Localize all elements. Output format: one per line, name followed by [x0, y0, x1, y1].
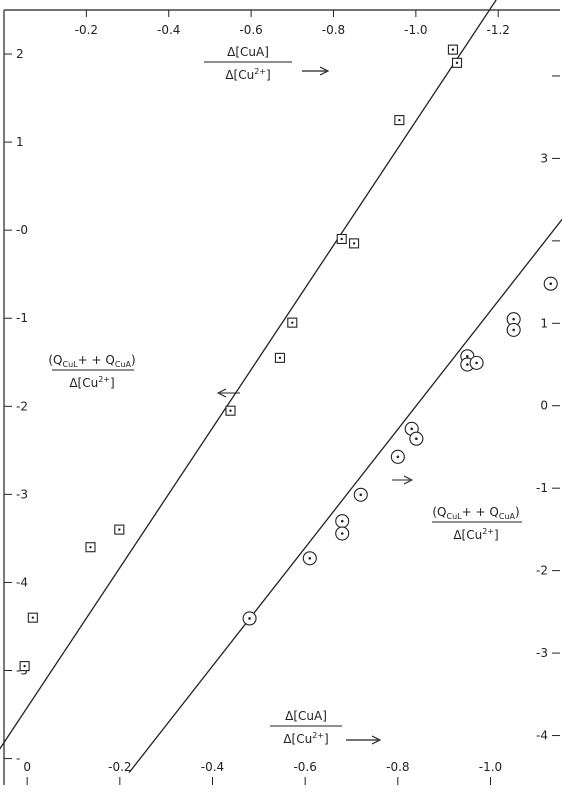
- right-y-tick-label: -1: [536, 481, 548, 495]
- left-y-tick-label: -3: [16, 487, 28, 501]
- plot-frame: [3, 9, 560, 785]
- top-x-tick-label: -0.6: [239, 23, 262, 37]
- circle-point-dot: [512, 328, 515, 332]
- right-y-tick-label: -2: [536, 564, 548, 578]
- square-point-dot: [31, 616, 35, 619]
- left-y-tick-label: -0: [16, 223, 28, 237]
- circle-point-dot: [466, 363, 469, 366]
- bottom-x-tick-label: -1.0: [479, 760, 502, 774]
- top-x-label-denominator: Δ[Cu2+]: [225, 67, 270, 82]
- left-y-tick-label: 1: [16, 135, 24, 149]
- circle-point-dot: [512, 317, 515, 321]
- square-point-dot: [398, 118, 401, 122]
- bottom-x-tick-label: -0.2: [108, 760, 131, 774]
- top-x-tick-label: -1.0: [404, 23, 427, 37]
- right-y-arrow-head: [403, 475, 414, 485]
- circle-point-dot: [415, 437, 418, 441]
- circle-point-dot: [410, 427, 414, 431]
- right-y-axis-label: (QCuL+ + QCuA) Δ[Cu2+]: [392, 475, 522, 542]
- bottom-x-tick-label: 0: [23, 760, 31, 774]
- square-point-dot: [291, 321, 294, 324]
- square-point-dot: [118, 528, 121, 531]
- bottom-x-axis-label: Δ[CuA] Δ[Cu2+]: [270, 709, 382, 746]
- top-x-arrow-head: [319, 66, 330, 76]
- bottom-x-ticks: 0 -0.2 -0.4 -0.6 -0.8 -1.0: [23, 760, 502, 785]
- left-y-label-denominator: Δ[Cu2+]: [69, 375, 114, 390]
- fit-line-circles: [128, 218, 562, 774]
- data-markers: [19, 44, 558, 672]
- fit-lines: [0, 0, 562, 774]
- left-y-tick-label: -1: [16, 311, 28, 325]
- square-point-dot: [23, 664, 26, 668]
- bottom-x-label-denominator: Δ[Cu2+]: [283, 731, 328, 746]
- left-y-tick-label: -: [16, 752, 20, 766]
- left-y-label-numerator: (QCuL+ + QCuA): [48, 353, 135, 369]
- left-y-ticks: 21-0-1-2-3-4-5-: [4, 47, 28, 766]
- right-y-tick-label: 0: [540, 399, 548, 413]
- circle-point-dot: [475, 361, 478, 365]
- left-y-tick-label: -2: [16, 399, 28, 413]
- bottom-x-tick-label: -0.6: [293, 760, 316, 774]
- top-x-tick-label: -0.8: [322, 23, 345, 37]
- square-point-dot: [451, 48, 455, 51]
- bottom-x-label-numerator: Δ[CuA]: [285, 709, 327, 723]
- left-y-tick-label: 2: [16, 47, 24, 61]
- square-point-dot: [340, 237, 343, 241]
- top-x-tick-label: -0.2: [75, 23, 98, 37]
- left-y-arrow-head: [216, 388, 227, 398]
- left-y-axis-label: (QCuL+ + QCuA) Δ[Cu2+]: [48, 353, 240, 398]
- circle-point-dot: [308, 556, 312, 560]
- right-y-ticks: 3 1 0 -1 -2 -3 -4: [536, 75, 560, 743]
- circle-point-dot: [248, 617, 251, 620]
- top-x-ticks: -0.2 -0.4 -0.6 -0.8 -1.0 -1.2: [75, 10, 510, 37]
- left-y-tick-label: -4: [16, 575, 28, 589]
- top-x-tick-label: -0.4: [157, 23, 180, 37]
- circle-point-dot: [340, 519, 344, 523]
- bottom-x-tick-label: -0.8: [386, 760, 409, 774]
- square-point-dot: [89, 546, 92, 549]
- top-x-axis-label: Δ[CuA] Δ[Cu2+]: [204, 45, 330, 82]
- circle-point-dot: [396, 455, 400, 459]
- right-y-tick-label: 1: [540, 316, 548, 330]
- square-point-dot: [229, 409, 232, 412]
- square-point-dot: [352, 242, 356, 245]
- fit-line-squares: [0, 0, 497, 750]
- right-y-label-numerator: (QCuL+ + QCuA): [432, 505, 519, 521]
- top-x-label-numerator: Δ[CuA]: [227, 45, 269, 59]
- square-point-dot: [455, 61, 459, 65]
- right-y-tick-label: -4: [536, 729, 548, 743]
- right-y-tick-label: -3: [536, 646, 548, 660]
- square-point-dot: [278, 356, 282, 360]
- bottom-x-tick-label: -0.4: [201, 760, 224, 774]
- right-y-tick-label: 3: [540, 151, 548, 165]
- circle-point-dot: [466, 354, 469, 358]
- right-y-label-denominator: Δ[Cu2+]: [453, 527, 498, 542]
- top-x-tick-label: -1.2: [487, 23, 510, 37]
- circle-point-dot: [359, 493, 363, 497]
- circle-point-dot: [549, 282, 553, 286]
- circle-point-dot: [340, 532, 344, 535]
- bottom-x-arrow-head: [371, 735, 382, 745]
